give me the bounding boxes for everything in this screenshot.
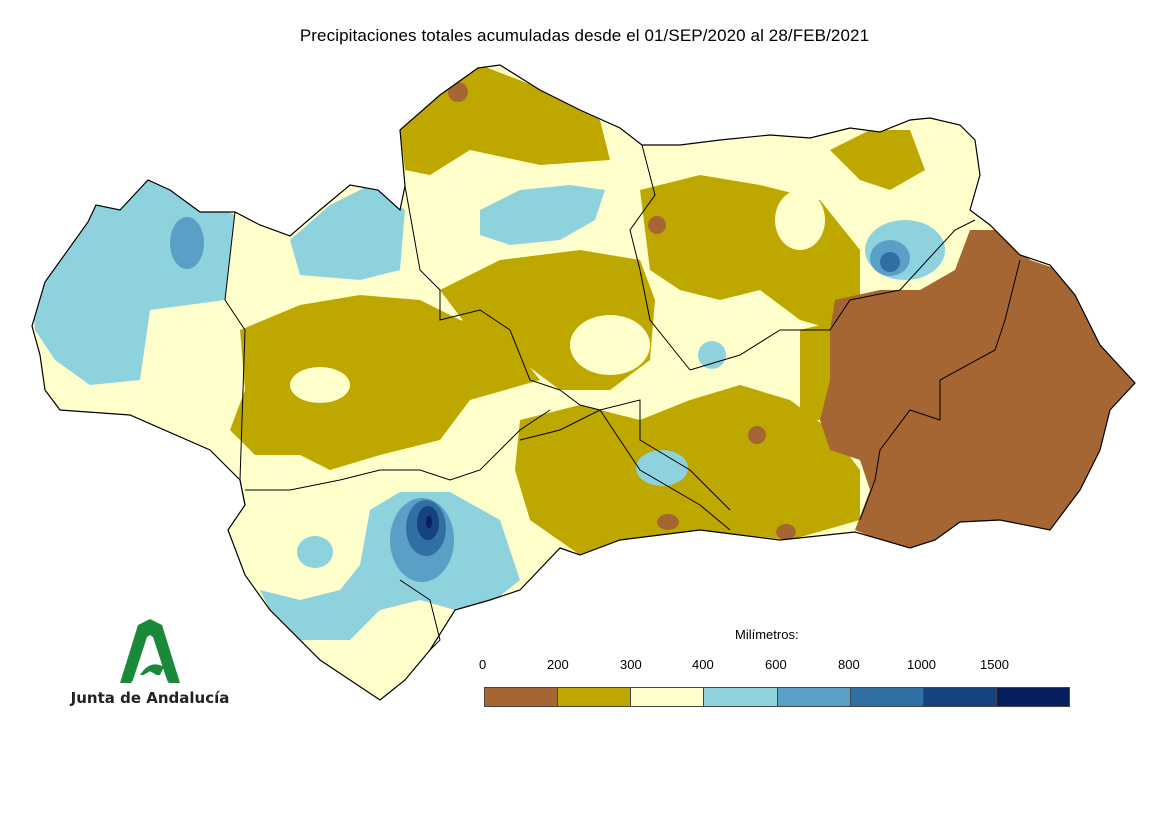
zone-400-600-spot-jaen [698,341,726,369]
border-malaga-granada [519,409,731,531]
legend-label: 600 [765,657,787,672]
zone-300-400-island-jaen-east [775,190,825,250]
border-cordoba-granada [559,389,731,511]
zone-gt1500-grazalema [426,516,432,528]
zone-400-600-grazalema [260,492,520,640]
zone-800-1000-cazorla [880,252,900,272]
zone-400-600-cordoba-north [480,185,605,245]
legend-label: 800 [838,657,860,672]
zone-300-400-island-sevilla [290,367,350,403]
zone-lt200-spot-jaen [648,216,666,234]
legend-swatch-7 [996,688,1069,706]
legend-swatch-6 [923,688,997,706]
junta-andalucia-arch-icon [120,619,180,685]
zone-200-300-sevilla [230,295,540,470]
legend-swatch-5 [850,688,924,706]
zone-600-800-huelva [170,217,204,269]
zone-200-300-jaen-north [830,130,925,190]
legend-swatch-1 [558,688,632,706]
logo-text: Junta de Andalucía [70,689,230,707]
border-cordoba-jaen [629,144,691,371]
legend-color-bar [484,687,1070,707]
zone-lt200-spot-north [448,82,468,102]
province-borders [224,144,1021,651]
zone-400-600-aracena [290,185,405,280]
legend-label: 400 [692,657,714,672]
legend-labels: 0 200 300 400 600 800 1000 1500 [479,657,1104,675]
zone-lt200-almeria [820,230,1135,548]
legend-label: 1000 [907,657,936,672]
border-sevilla-cadiz [245,409,551,491]
border-huelva-sevilla [224,211,246,506]
zone-300-400-island-cordoba [570,315,650,375]
border-jaen-granada [689,219,976,371]
legend-swatch-0 [485,688,559,706]
zone-lt200-spot-granada [748,426,766,444]
legend-label: 300 [620,657,642,672]
zone-lt200-spot-coast-east [776,524,796,540]
legend-swatch-3 [704,688,778,706]
zone-400-600-spot-cadiz [297,536,333,568]
border-sevilla-cordoba [404,185,561,391]
legend-label: 1500 [980,657,1009,672]
zone-400-600-spot-granada [636,450,688,486]
border-granada-almeria [859,259,1021,521]
legend-title: Milímetros: [735,627,799,642]
map-title: Precipitaciones totales acumuladas desde… [299,26,870,45]
zone-lt200-spot-coast [657,514,679,530]
legend-label: 200 [547,657,569,672]
legend-label: 0 [479,657,487,672]
junta-logo: Junta de Andalucía [70,615,240,715]
border-cadiz-malaga [399,579,441,651]
legend-swatch-4 [777,688,851,706]
legend-swatch-2 [631,688,705,706]
